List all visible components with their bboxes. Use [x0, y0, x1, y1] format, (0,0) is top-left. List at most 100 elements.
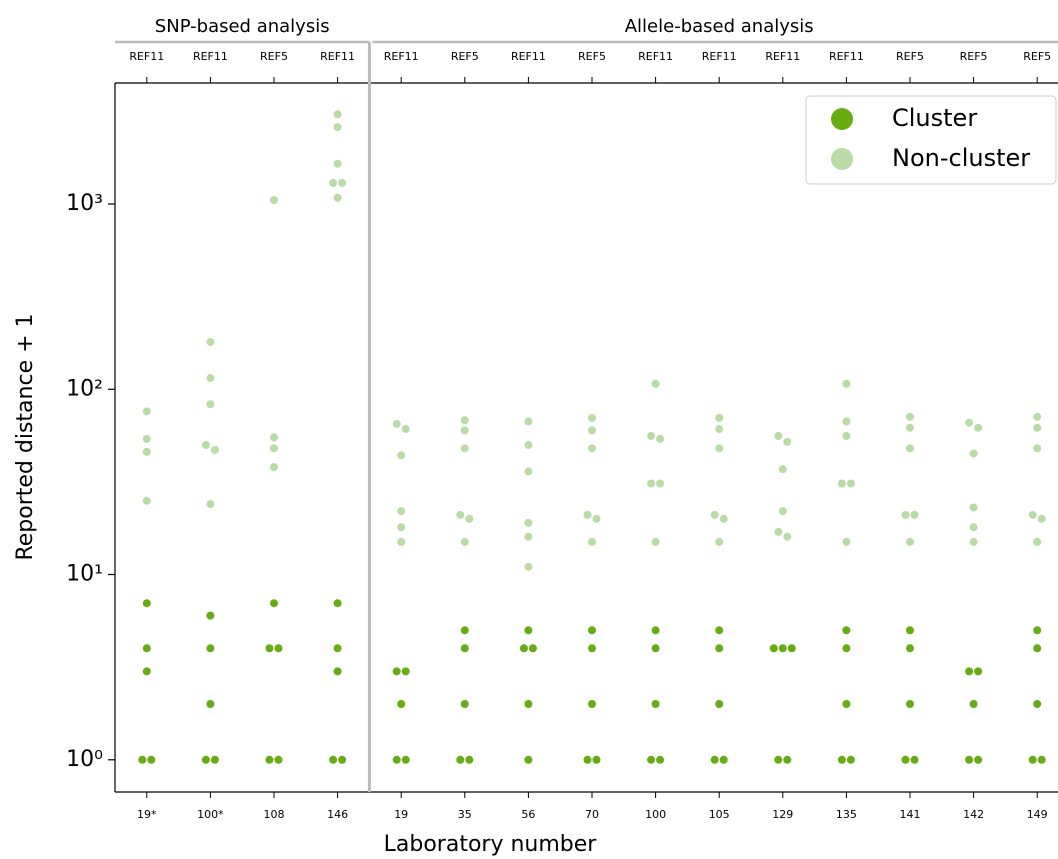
y-tick-label: 10²	[66, 376, 103, 401]
point	[460, 626, 469, 635]
point	[142, 599, 151, 608]
point	[210, 755, 219, 764]
group-label: Allele-based analysis	[625, 16, 814, 37]
point	[906, 444, 914, 453]
point	[524, 518, 533, 527]
point	[715, 444, 724, 453]
point	[842, 417, 851, 426]
point	[710, 510, 719, 519]
point	[715, 425, 724, 434]
point	[842, 626, 851, 635]
x-tick-label: 149	[1027, 808, 1048, 821]
x-tick-label: 129	[772, 808, 793, 821]
reference-label: REF5	[960, 50, 988, 63]
point	[651, 700, 660, 709]
point	[1033, 537, 1042, 546]
reference-label: REF5	[260, 50, 288, 63]
point	[651, 644, 660, 653]
point	[592, 514, 601, 523]
point	[842, 644, 851, 653]
point	[206, 700, 215, 709]
point	[837, 479, 846, 488]
point	[974, 423, 983, 432]
x-tick-label: 141	[900, 808, 921, 821]
point	[769, 644, 778, 653]
reference-label: REF5	[896, 50, 924, 63]
point	[397, 523, 406, 532]
point	[647, 431, 656, 440]
point	[528, 644, 537, 653]
point	[842, 700, 851, 709]
point	[778, 465, 787, 474]
point	[969, 503, 978, 512]
point	[210, 446, 219, 455]
point	[715, 537, 724, 546]
point	[901, 510, 910, 519]
point	[583, 755, 592, 764]
point	[397, 507, 406, 516]
point	[906, 644, 914, 653]
point	[206, 500, 215, 509]
x-axis-label: Laboratory number	[384, 832, 598, 857]
reference-label: REF11	[702, 50, 737, 63]
point	[906, 700, 914, 709]
reference-label: REF11	[638, 50, 673, 63]
point	[142, 667, 151, 676]
point	[338, 755, 347, 764]
reference-label: REF5	[578, 50, 606, 63]
x-tick-label: 100*	[197, 808, 224, 821]
reference-label: REF11	[384, 50, 419, 63]
point	[460, 537, 469, 546]
point	[719, 514, 728, 523]
point	[397, 451, 406, 460]
point	[592, 755, 601, 764]
point	[651, 379, 660, 388]
point	[651, 537, 660, 546]
point	[719, 755, 728, 764]
point	[456, 510, 465, 519]
point	[524, 700, 533, 709]
point	[588, 537, 596, 546]
legend-label: Non-cluster	[892, 144, 1030, 172]
point	[329, 755, 338, 764]
point	[787, 644, 796, 653]
point	[774, 527, 783, 536]
point	[206, 644, 215, 653]
point	[392, 755, 401, 764]
point	[715, 700, 724, 709]
point	[333, 644, 342, 653]
point	[338, 178, 347, 187]
point	[842, 431, 851, 440]
point	[524, 532, 533, 541]
point	[333, 123, 342, 132]
point	[715, 626, 724, 635]
x-tick-label: 146	[327, 808, 348, 821]
point	[778, 644, 787, 653]
point	[265, 644, 274, 653]
point	[974, 667, 983, 676]
point	[715, 413, 724, 422]
point	[524, 417, 533, 426]
y-tick-label: 10³	[66, 191, 103, 216]
reference-label: REF5	[1023, 50, 1051, 63]
reference-label: REF11	[511, 50, 546, 63]
point	[1033, 444, 1042, 453]
point	[460, 416, 469, 425]
point	[783, 532, 792, 541]
point	[965, 755, 974, 764]
legend-marker	[831, 108, 853, 130]
point	[142, 644, 151, 653]
point	[460, 426, 469, 435]
point	[142, 447, 151, 456]
point	[142, 407, 151, 416]
point	[588, 413, 596, 422]
point	[965, 418, 974, 427]
point	[710, 755, 719, 764]
point	[270, 444, 278, 453]
point	[588, 626, 596, 635]
point	[524, 755, 533, 764]
point	[588, 644, 596, 653]
point	[519, 644, 528, 653]
point	[333, 667, 342, 676]
point	[774, 755, 783, 764]
